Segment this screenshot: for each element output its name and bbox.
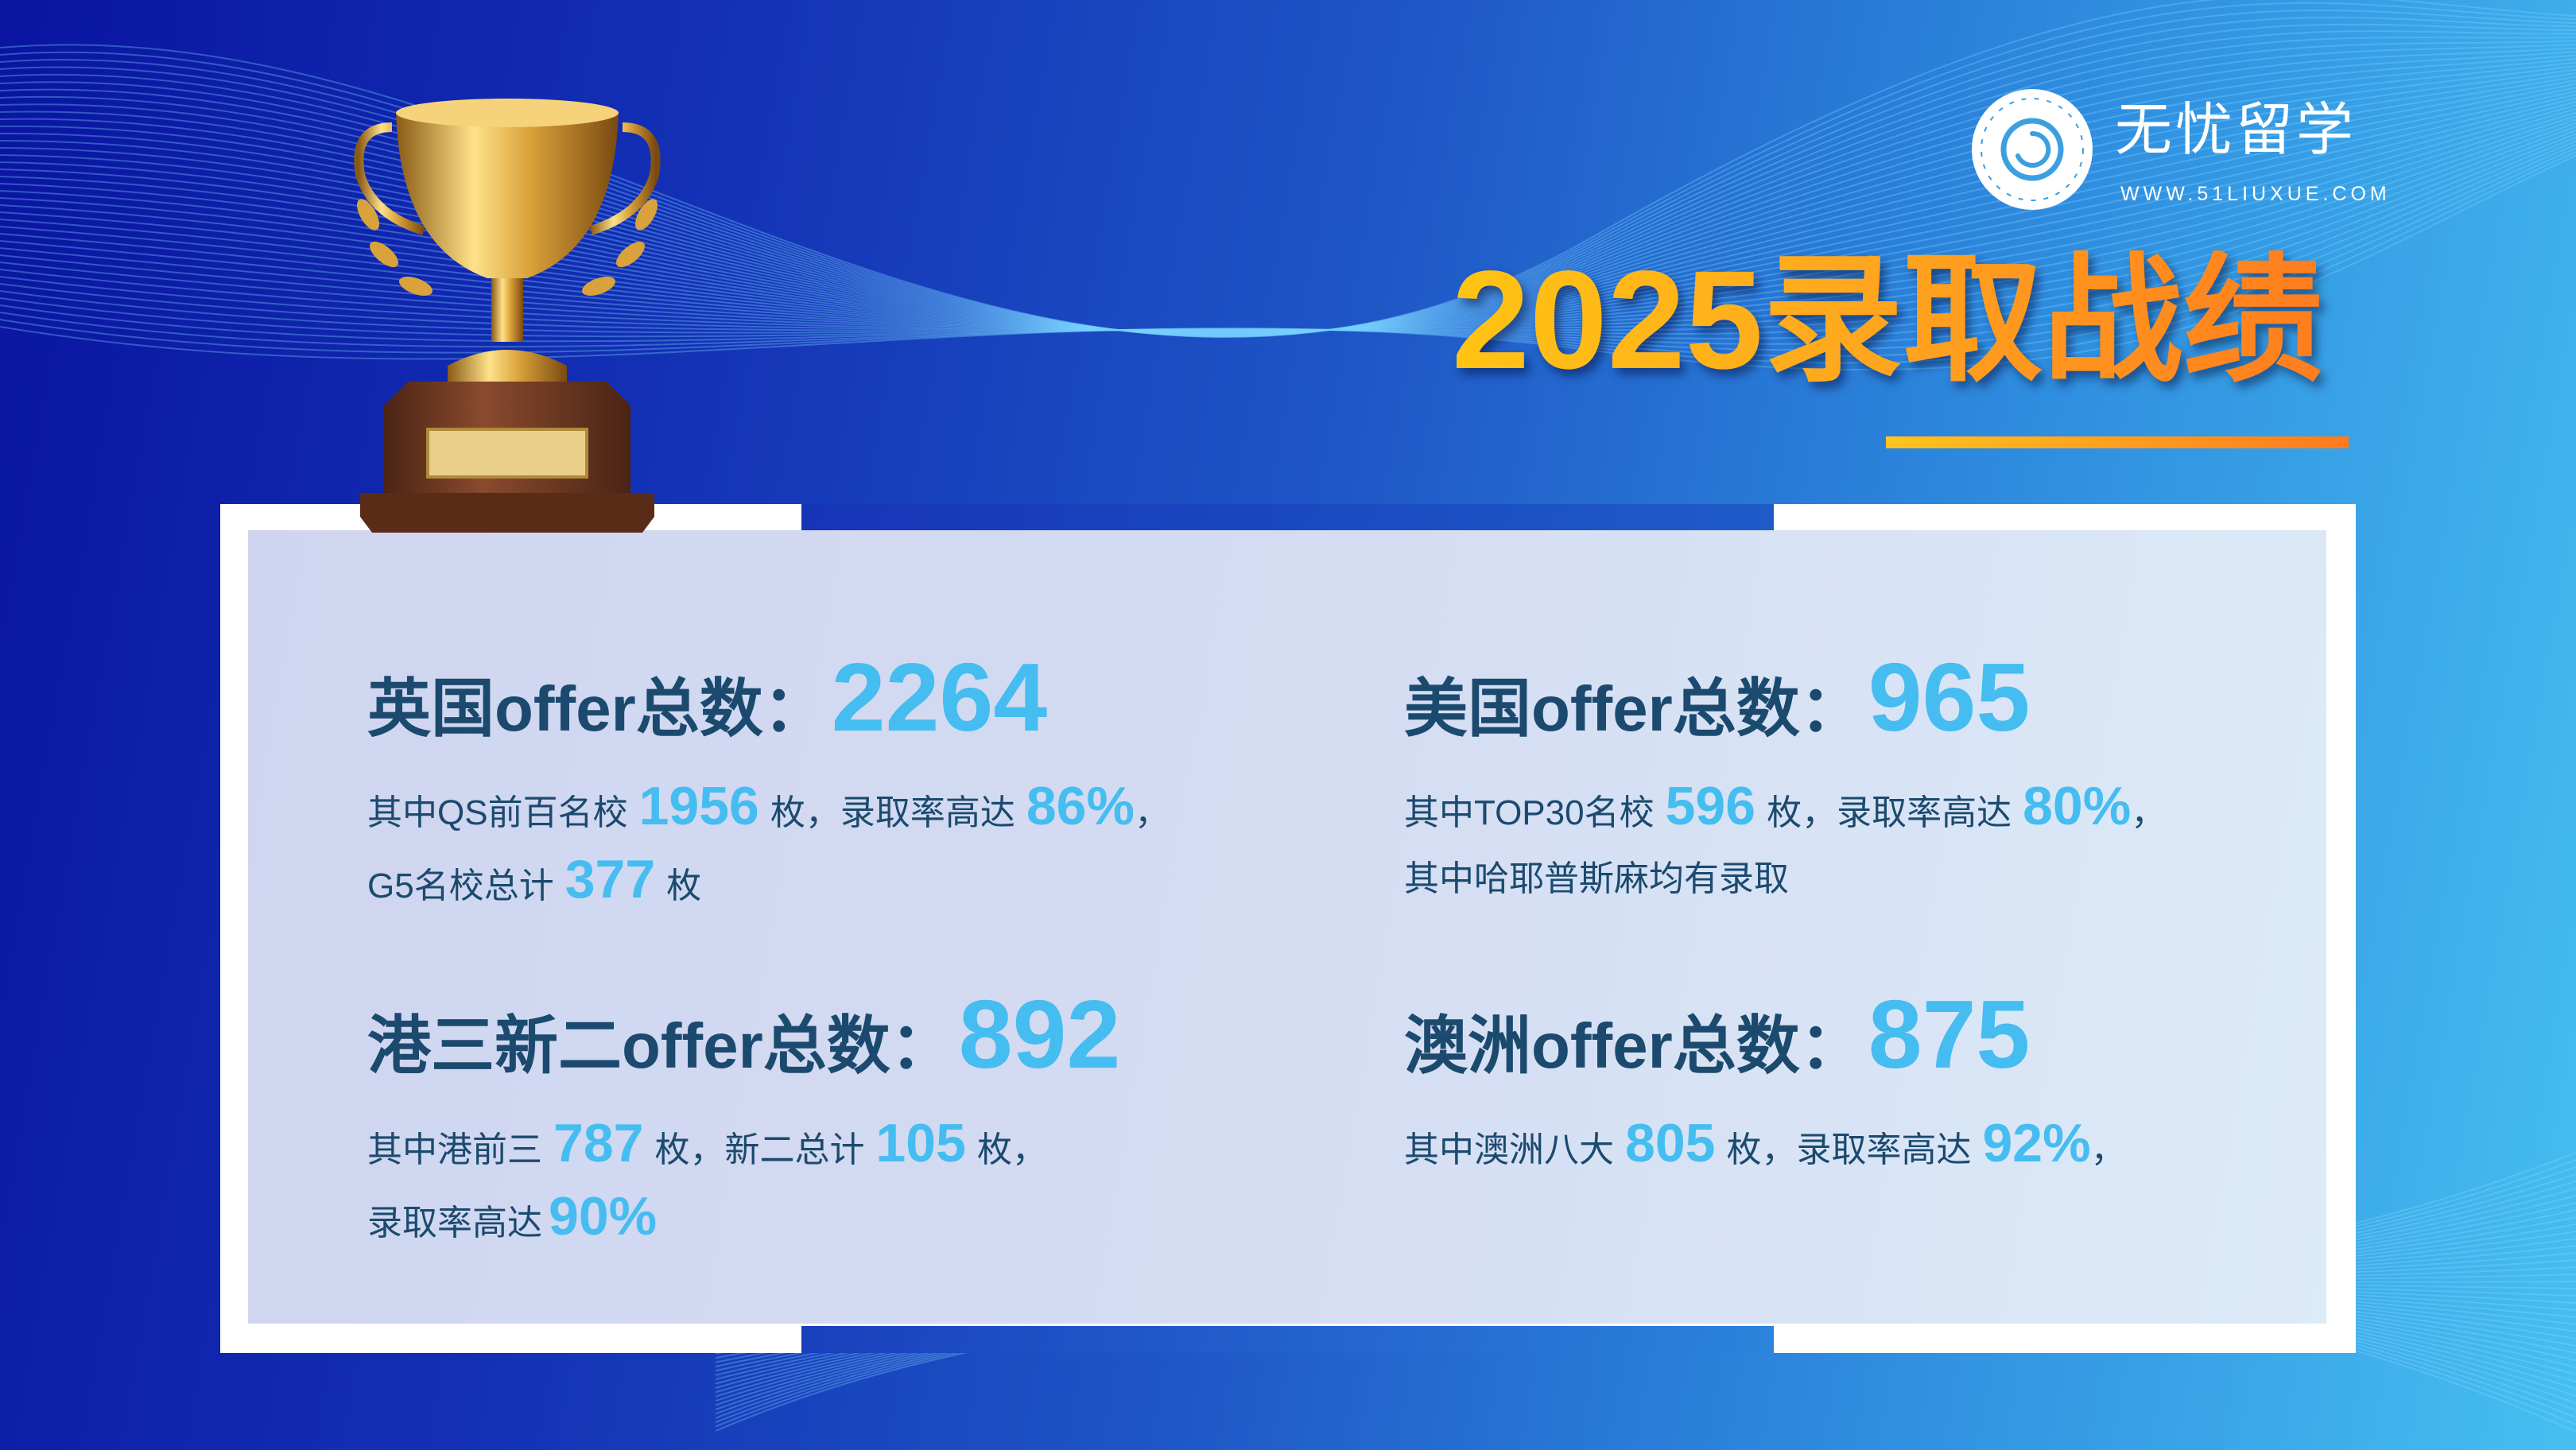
wave-line [0, 133, 2576, 335]
au-line-1: 其中澳洲八大 805 枚，录取率高达 92%， [1404, 1113, 2126, 1173]
wave-line [0, 126, 2576, 331]
us-line-1: 其中TOP30名校 596 枚，录取率高达 80%， [1404, 776, 2167, 836]
hk-sg-line-1: 其中港前三 787 枚，新二总计 105 枚， [367, 1113, 1047, 1173]
title-underline [1886, 436, 2349, 448]
wave-line [0, 147, 2576, 358]
uk-heading: 英国offer总数：2264 [367, 643, 1048, 751]
frame-gap-top [801, 504, 1774, 531]
trophy-icon [354, 99, 661, 533]
hk-sg-total: 892 [958, 980, 1121, 1088]
uk-total: 2264 [831, 643, 1048, 751]
wave-line [0, 130, 2576, 331]
wave-line [0, 122, 2576, 331]
uk-line-2: G5名校总计 377 枚 [367, 849, 702, 909]
us-line-2: 其中哈耶普斯麻均有录取 [1404, 859, 1789, 898]
wave-line [0, 151, 2576, 364]
wave-line [0, 137, 2576, 339]
swirl-globe-logo-icon [1972, 89, 2093, 210]
us-heading: 美国offer总数：965 [1404, 643, 2031, 751]
wave-line [0, 104, 2576, 333]
us-total: 965 [1868, 643, 2031, 751]
card-panel [248, 530, 2326, 1324]
hk-sg-line-2: 录取率高达 90% [367, 1186, 658, 1246]
uk-line-1: 其中QS前百名校 1956 枚，录取率高达 86%， [367, 776, 1170, 836]
hk-sg-heading: 港三新二offer总数：892 [367, 980, 1121, 1088]
wave-line [0, 140, 2576, 345]
au-heading: 澳洲offer总数：875 [1404, 980, 2031, 1088]
logo-name: 无忧留学 [2115, 99, 2357, 162]
wave-line [0, 144, 2576, 351]
wave-line [0, 108, 2576, 332]
frame-gap-bottom [801, 1326, 1774, 1353]
au-total: 875 [1868, 980, 2031, 1088]
wave-line [0, 115, 2576, 332]
page-title: 2025录取战绩 [1452, 242, 2323, 398]
wave-line [0, 118, 2576, 331]
wave-line [0, 111, 2576, 332]
logo-url: WWW.51LIUXUE.COM [2120, 183, 2391, 205]
